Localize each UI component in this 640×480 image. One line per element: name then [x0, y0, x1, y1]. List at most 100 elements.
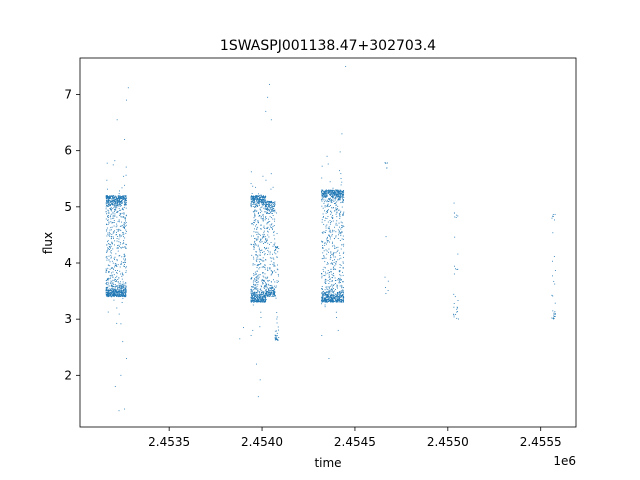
data-point [274, 209, 276, 211]
data-point [114, 266, 116, 268]
y-tick-label: 7 [64, 88, 72, 102]
data-point [269, 216, 271, 218]
data-point [118, 296, 120, 298]
data-point [335, 202, 337, 204]
data-point [255, 210, 257, 212]
data-point [338, 232, 340, 234]
data-point [338, 295, 340, 297]
data-point [260, 301, 261, 303]
data-point [115, 202, 117, 204]
data-point [264, 208, 266, 210]
data-point [256, 200, 258, 202]
data-point [250, 292, 252, 294]
data-point [123, 216, 125, 218]
data-point [268, 289, 270, 291]
data-point [125, 99, 127, 101]
data-point [107, 249, 109, 251]
data-point [275, 249, 277, 251]
data-point [332, 207, 334, 209]
data-point [274, 330, 276, 332]
data-point [328, 234, 330, 236]
data-point [254, 292, 256, 293]
data-point [385, 162, 387, 164]
data-point [253, 284, 255, 286]
data-point [113, 217, 115, 219]
data-point [121, 256, 123, 258]
data-point [253, 211, 255, 213]
data-point [322, 293, 324, 295]
data-point [340, 282, 341, 284]
data-point [259, 214, 261, 216]
data-point [339, 216, 341, 218]
data-point [108, 202, 110, 204]
data-point [257, 226, 259, 228]
data-point [252, 224, 254, 226]
data-point [122, 246, 124, 248]
data-point [260, 195, 262, 197]
data-point [117, 246, 119, 248]
data-point [321, 303, 323, 305]
data-point [328, 299, 330, 300]
data-point [266, 238, 268, 240]
data-point [269, 201, 270, 203]
data-point [328, 231, 330, 233]
data-point [336, 295, 338, 297]
data-point [342, 287, 344, 288]
data-point [253, 293, 255, 295]
data-point [116, 234, 118, 236]
data-point [122, 289, 124, 291]
data-point [118, 195, 120, 197]
data-point [111, 260, 113, 262]
data-point [263, 201, 265, 203]
data-point [268, 209, 270, 211]
data-point [273, 207, 275, 209]
data-point [260, 209, 261, 211]
data-point [335, 193, 337, 195]
data-point [272, 294, 274, 296]
data-point [110, 227, 112, 229]
data-point [333, 192, 335, 194]
data-point [125, 258, 126, 260]
data-point [121, 200, 122, 202]
data-point [250, 202, 252, 204]
data-point [332, 187, 334, 189]
data-point [123, 254, 125, 256]
data-point [125, 166, 127, 168]
data-point [330, 199, 332, 201]
data-point [107, 233, 109, 235]
data-point [261, 259, 263, 261]
data-point [263, 235, 265, 237]
data-point [115, 286, 117, 287]
data-point [258, 296, 260, 298]
data-point [273, 210, 275, 211]
data-point [343, 190, 345, 192]
data-point [115, 277, 117, 278]
data-point [330, 231, 332, 233]
data-point [340, 248, 342, 250]
x-axis-offset-label: 1e6 [553, 454, 576, 468]
data-point [111, 274, 113, 276]
data-point [125, 230, 127, 232]
data-point [123, 223, 125, 225]
data-point [117, 295, 119, 297]
data-point [112, 232, 114, 234]
data-point [339, 215, 341, 217]
data-point [334, 194, 336, 196]
data-point [338, 296, 339, 297]
data-point [268, 284, 270, 286]
data-point [261, 200, 262, 202]
data-point [106, 195, 108, 197]
data-point [274, 337, 276, 339]
data-point [338, 297, 340, 299]
data-point [333, 252, 335, 254]
data-point [121, 288, 123, 290]
data-point [329, 258, 331, 260]
data-point [457, 215, 459, 217]
data-point [274, 294, 276, 296]
data-point [327, 297, 329, 299]
data-point [263, 279, 265, 281]
data-point [326, 218, 328, 219]
data-point [117, 291, 119, 293]
data-point [252, 293, 253, 294]
data-point [331, 200, 333, 202]
